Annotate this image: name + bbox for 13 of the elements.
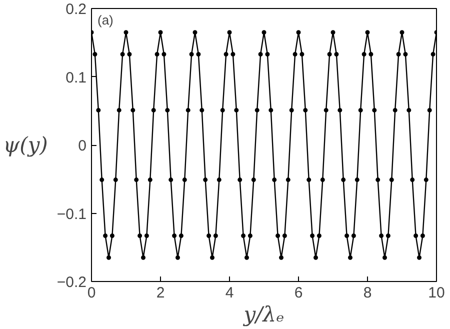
y-tick-label: 0 [78, 138, 86, 154]
x-tick-label: 4 [225, 284, 234, 302]
x-tick-label: 2 [156, 284, 165, 302]
x-tick-label: 10 [428, 284, 445, 302]
y-axis-title: ψ(y) [3, 133, 48, 157]
y-tick-label: −0.2 [56, 274, 87, 291]
y-tick-label: −0.1 [56, 206, 87, 223]
x-axis-title: y/λₑ [242, 302, 284, 326]
x-tick-label: 8 [363, 284, 372, 302]
annotation: (a) [98, 12, 114, 28]
x-tick-label: 6 [294, 284, 303, 302]
y-tick-label: 0.2 [66, 1, 87, 18]
y-tick-label: 0.1 [66, 69, 87, 86]
